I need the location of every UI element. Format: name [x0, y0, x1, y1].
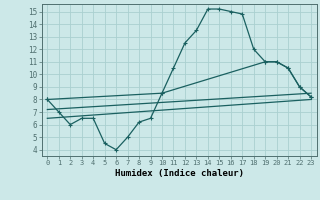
X-axis label: Humidex (Indice chaleur): Humidex (Indice chaleur) [115, 169, 244, 178]
